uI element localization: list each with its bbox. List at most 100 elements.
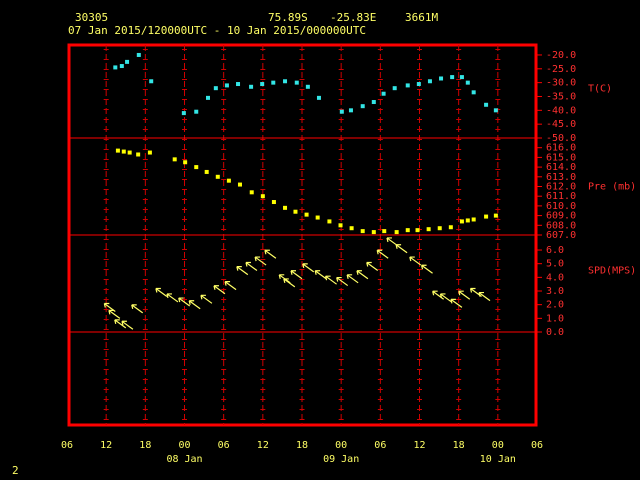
wind-arrow [155,287,168,297]
point [181,111,186,116]
period: 07 Jan 2015/120000UTC - 10 Jan 2015/0000… [68,24,366,37]
point [349,226,354,231]
y-tick-label: 607.0 [546,230,576,241]
wind-arrow [346,274,359,284]
wind-arrow [336,276,349,287]
point [405,83,410,88]
wind-arrow [264,249,277,259]
panel-label: SPD(MPS) [588,266,636,277]
point [471,217,476,222]
point [439,76,444,81]
elevation: 3661M [405,11,438,24]
point [206,95,210,100]
panel-label: Pre (mb) [588,182,636,193]
wind-arrow [432,290,445,300]
point [459,75,464,80]
point [381,91,386,96]
y-tick-label: 0.0 [546,327,564,338]
point [382,229,387,234]
panel-label: T(C) [588,84,612,95]
point [371,100,376,105]
point [371,230,376,235]
point [360,229,365,234]
point [215,174,220,179]
point [194,165,199,170]
wind-arrow [395,244,408,254]
point [360,104,365,109]
point [450,75,455,80]
wind-arrow [236,266,249,276]
point [327,219,332,224]
point [339,109,344,114]
x-tick-label: 18 [296,440,308,451]
latitude: 75.89S [268,11,308,24]
x-tick-label: 00 [178,440,190,451]
wind-arrow [108,309,121,319]
point [236,82,241,87]
point [121,149,126,154]
y-tick-label: 1.0 [546,313,564,324]
y-tick-label: -30.0 [546,78,576,89]
y-tick-label: -25.0 [546,64,576,75]
point [149,79,154,84]
point [204,169,209,174]
wind-arrow [302,263,315,273]
wind-arrow [458,290,471,300]
x-tick-label: 12 [257,440,269,451]
wind-arrow [478,291,491,302]
point [237,182,242,187]
x-tick-label: 06 [531,440,543,451]
y-tick-label: 2.0 [546,300,564,311]
wind-arrow [376,249,389,259]
point [465,80,470,85]
wind-arrow [213,285,226,295]
wind-arrow [254,256,267,266]
point [484,102,489,107]
point [448,225,453,230]
y-tick-label: 6.0 [546,245,564,256]
y-tick-label: 616.0 [546,143,576,154]
longitude: -25.83E [330,11,376,24]
x-tick-label: 12 [413,440,425,451]
wind-arrow [200,294,213,304]
y-tick-label: -50.0 [546,133,576,144]
point [136,152,141,157]
x-tick-label: 18 [453,440,465,451]
x-tick-label: 06 [61,440,73,451]
wind-arrow [114,319,127,329]
point [113,65,118,70]
day-label: 09 Jan [323,454,359,465]
point [315,215,320,220]
wind-arrow [420,264,433,274]
x-tick-label: 00 [335,440,347,451]
point [226,178,231,183]
y-tick-label: 615.0 [546,152,576,163]
point [125,59,130,64]
point [249,84,254,89]
footer: 2 [12,464,19,477]
wind-arrow [450,298,463,308]
x-tick-label: 18 [139,440,151,451]
y-tick-label: -20.0 [546,50,576,61]
point [305,84,310,89]
y-tick-label: 611.0 [546,191,576,202]
point [224,83,229,88]
point [427,79,432,84]
y-tick-label: -35.0 [546,91,576,102]
x-tick-label: 00 [492,440,504,451]
point [304,212,309,217]
point [271,200,276,205]
y-tick-label: 609.0 [546,211,576,222]
day-label: 08 Jan [166,454,202,465]
point [405,228,410,233]
wind-arrow [188,300,201,310]
wind-arrow [178,297,191,307]
point [437,226,442,231]
y-tick-label: 3.0 [546,286,564,297]
y-tick-label: 608.0 [546,220,576,231]
y-tick-label: -40.0 [546,105,576,116]
point [293,209,298,214]
y-tick-label: 5.0 [546,259,564,270]
point [493,213,498,218]
